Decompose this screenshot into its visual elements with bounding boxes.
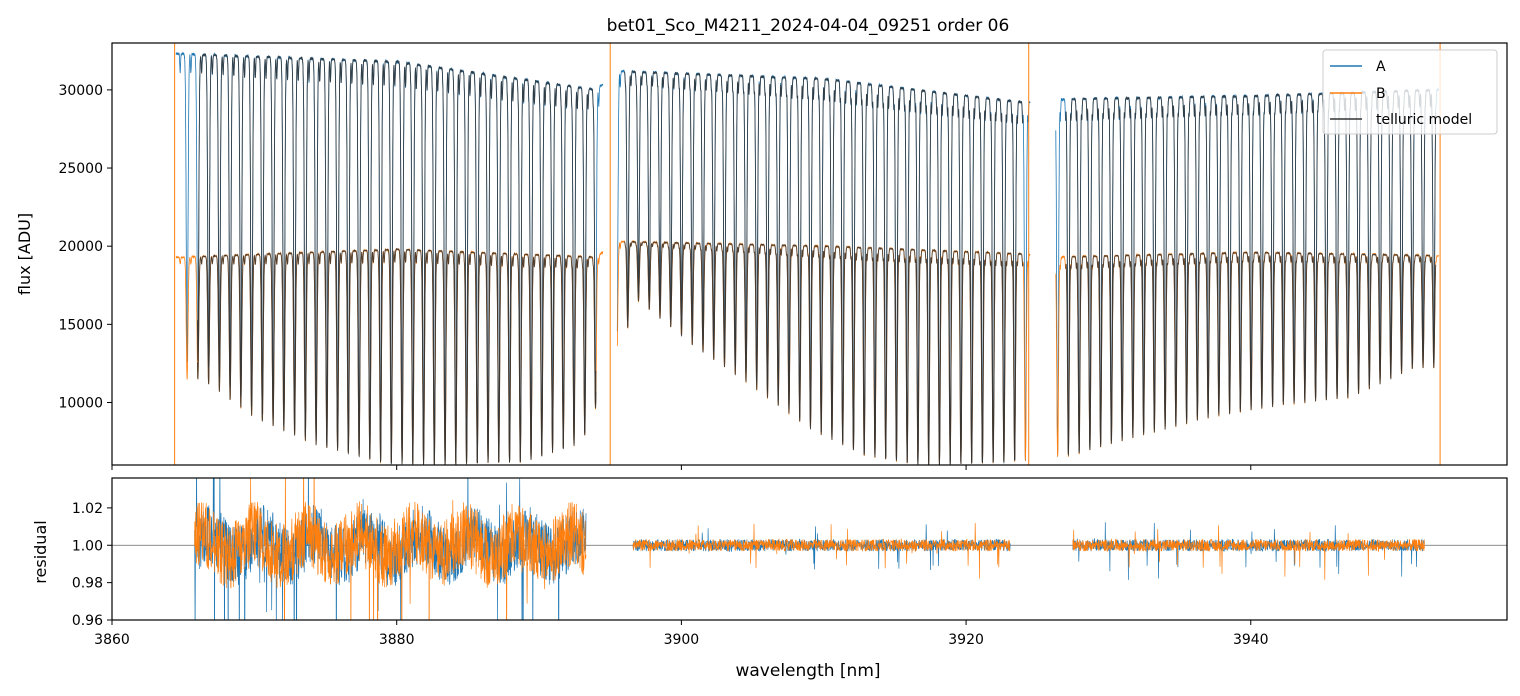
legend-label-a: A (1376, 59, 1386, 75)
chart-title: bet01_Sco_M4211_2024-04-04_09251 order 0… (607, 16, 1010, 36)
series-b-segment-1 (616, 239, 1031, 465)
flux-ytick-label-0: 10000 (58, 395, 103, 411)
residual-ytick-label-1: 0.98 (72, 576, 103, 592)
series-telluric-b-segment-1 (624, 240, 1024, 465)
residual-y-axis: 0.96 0.98 1.00 1.02 (72, 501, 112, 629)
flux-axes-frame (111, 42, 1508, 466)
residual-xtick-label-1: 3880 (379, 632, 415, 648)
residual-ytick-label-0: 0.96 (72, 613, 103, 629)
residual-xtick-label-3: 3920 (948, 632, 984, 648)
flux-ylabel: flux [ADU] (15, 213, 34, 295)
flux-plot-area (174, 43, 1441, 465)
legend: A B telluric model (1322, 49, 1498, 135)
residual-b-segment-1 (632, 522, 1011, 579)
series-a-segment-1 (616, 69, 1031, 465)
residual-a-segment-2 (1072, 522, 1425, 580)
series-telluric-a-segment-0 (196, 52, 597, 465)
residual-ylabel: residual (31, 520, 50, 583)
flux-ytick-label-2: 20000 (58, 239, 103, 255)
flux-ytick-label-3: 25000 (58, 161, 103, 177)
residual-xtick-label-4: 3940 (1233, 632, 1269, 648)
legend-label-telluric: telluric model (1376, 112, 1472, 128)
flux-ytick-label-4: 30000 (58, 83, 103, 99)
residual-axes-frame (111, 477, 1508, 621)
residual-ytick-label-3: 1.02 (72, 501, 103, 517)
residual-b-segment-0 (194, 478, 587, 620)
flux-y-axis: 10000 15000 20000 25000 30000 (58, 83, 112, 411)
series-telluric-b-segment-2 (1065, 250, 1437, 456)
residual-xtick-label-0: 3860 (94, 632, 130, 648)
residual-x-axis: 3860 3880 3900 3920 3940 (94, 620, 1269, 648)
residual-xlabel: wavelength [nm] (735, 661, 880, 681)
residual-plot-area (112, 478, 1507, 620)
flux-x-axis (111, 465, 1252, 470)
residual-ytick-label-2: 1.00 (72, 538, 103, 554)
series-telluric-b-segment-0 (196, 247, 597, 465)
flux-ytick-label-1: 15000 (58, 317, 103, 333)
legend-label-b: B (1376, 86, 1386, 102)
residual-b-segment-2 (1072, 525, 1425, 580)
residual-xtick-label-2: 3900 (664, 632, 700, 648)
series-telluric-a-segment-1 (624, 69, 1024, 465)
